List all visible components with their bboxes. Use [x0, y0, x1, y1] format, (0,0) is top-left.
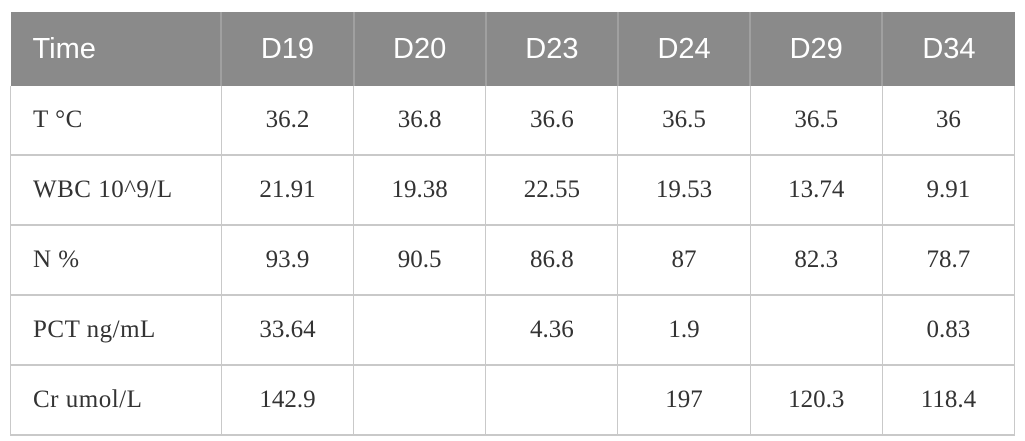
header-cell-d24: D24: [616, 12, 751, 86]
data-cell: [353, 295, 487, 366]
header-cell-d34: D34: [881, 12, 1015, 86]
data-cell: 78.7: [881, 225, 1016, 296]
lab-results-table: Time D19 D20 D23 D24 D29 D34 T °C 36.2 3…: [10, 12, 1016, 436]
data-cell: 36.6: [485, 86, 619, 156]
data-cell: 4.36: [485, 295, 619, 366]
data-cell: 120.3: [749, 365, 883, 436]
row-label: T °C: [10, 86, 222, 156]
table-row-temperature: T °C 36.2 36.8 36.6 36.5 36.5 36: [10, 86, 1016, 156]
data-cell: 87: [617, 225, 751, 296]
data-cell: 36.5: [749, 86, 883, 156]
table-row-wbc: WBC 10^9/L 21.91 19.38 22.55 19.53 13.74…: [10, 155, 1016, 226]
header-cell-d19: D19: [220, 12, 354, 86]
data-cell: 197: [617, 365, 751, 436]
data-cell: 19.53: [617, 155, 751, 226]
header-cell-d20: D20: [352, 12, 486, 86]
row-label: N %: [10, 225, 222, 296]
header-cell-d23: D23: [484, 12, 618, 86]
data-cell: 21.91: [220, 155, 355, 226]
table-row-pct: PCT ng/mL 33.64 4.36 1.9 0.83: [10, 295, 1016, 366]
data-cell: [353, 365, 487, 436]
data-cell: 36.8: [353, 86, 487, 156]
data-cell: 118.4: [881, 365, 1016, 436]
data-cell: 82.3: [749, 225, 883, 296]
data-cell: 0.83: [881, 295, 1016, 366]
data-cell: 36.5: [617, 86, 751, 156]
table-header-row: Time D19 D20 D23 D24 D29 D34: [10, 12, 1015, 86]
data-cell: 19.38: [353, 155, 487, 226]
data-cell: 22.55: [485, 155, 619, 226]
data-cell: 13.74: [749, 155, 883, 226]
data-cell: 1.9: [617, 295, 751, 366]
header-cell-time: Time: [10, 12, 222, 86]
header-cell-d29: D29: [749, 12, 883, 86]
data-cell: 90.5: [353, 225, 487, 296]
row-label: WBC 10^9/L: [10, 155, 222, 226]
data-cell: 86.8: [485, 225, 619, 296]
data-cell: 142.9: [220, 365, 355, 436]
data-cell: 93.9: [220, 225, 355, 296]
row-label: PCT ng/mL: [10, 295, 222, 366]
data-cell: 33.64: [220, 295, 355, 366]
data-cell: [485, 365, 619, 436]
data-cell: 9.91: [881, 155, 1016, 226]
table-row-neutrophils: N % 93.9 90.5 86.8 87 82.3 78.7: [10, 225, 1016, 296]
data-cell: 36.2: [220, 86, 355, 156]
table-row-creatinine: Cr umol/L 142.9 197 120.3 118.4: [10, 365, 1016, 436]
row-label: Cr umol/L: [10, 365, 222, 436]
data-cell: [749, 295, 883, 366]
data-cell: 36: [881, 86, 1016, 156]
